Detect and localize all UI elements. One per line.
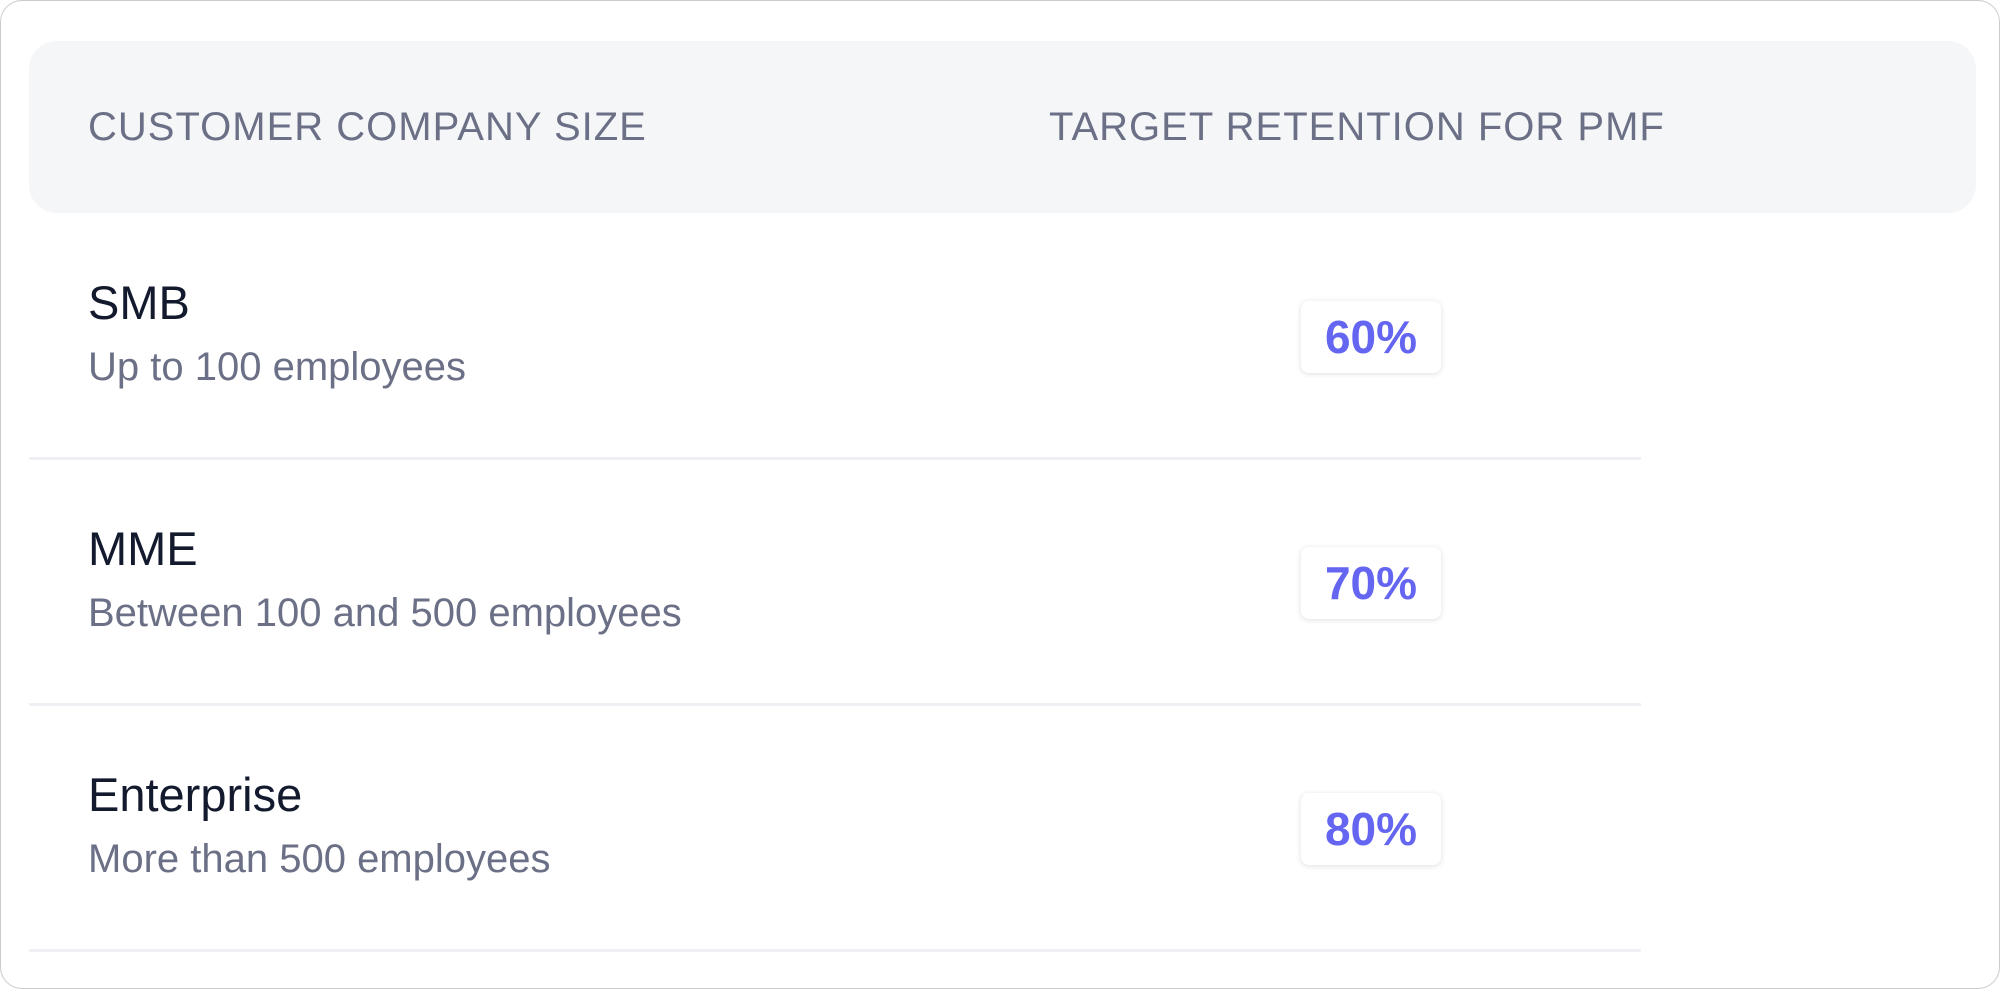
- column-header-target-retention: TARGET RETENTION FOR PMF: [1049, 105, 1665, 149]
- table-row-enterprise: Enterprise More than 500 employees 80%: [29, 705, 1641, 952]
- column-header-company-size: CUSTOMER COMPANY SIZE: [88, 105, 647, 149]
- table-row-mme: MME Between 100 and 500 employees 70%: [29, 459, 1641, 706]
- table-header: CUSTOMER COMPANY SIZE TARGET RETENTION F…: [29, 41, 1976, 213]
- retention-badge: 80%: [1301, 793, 1441, 865]
- company-size-title: MME: [88, 522, 198, 575]
- retention-badge: 70%: [1301, 547, 1441, 619]
- company-size-description: More than 500 employees: [88, 837, 551, 881]
- company-size-title: Enterprise: [88, 768, 303, 821]
- retention-badge: 60%: [1301, 301, 1441, 373]
- company-size-description: Between 100 and 500 employees: [88, 591, 682, 635]
- company-size-description: Up to 100 employees: [88, 345, 467, 389]
- company-size-title: SMB: [88, 276, 190, 329]
- table-row-smb: SMB Up to 100 employees 60%: [29, 213, 1641, 460]
